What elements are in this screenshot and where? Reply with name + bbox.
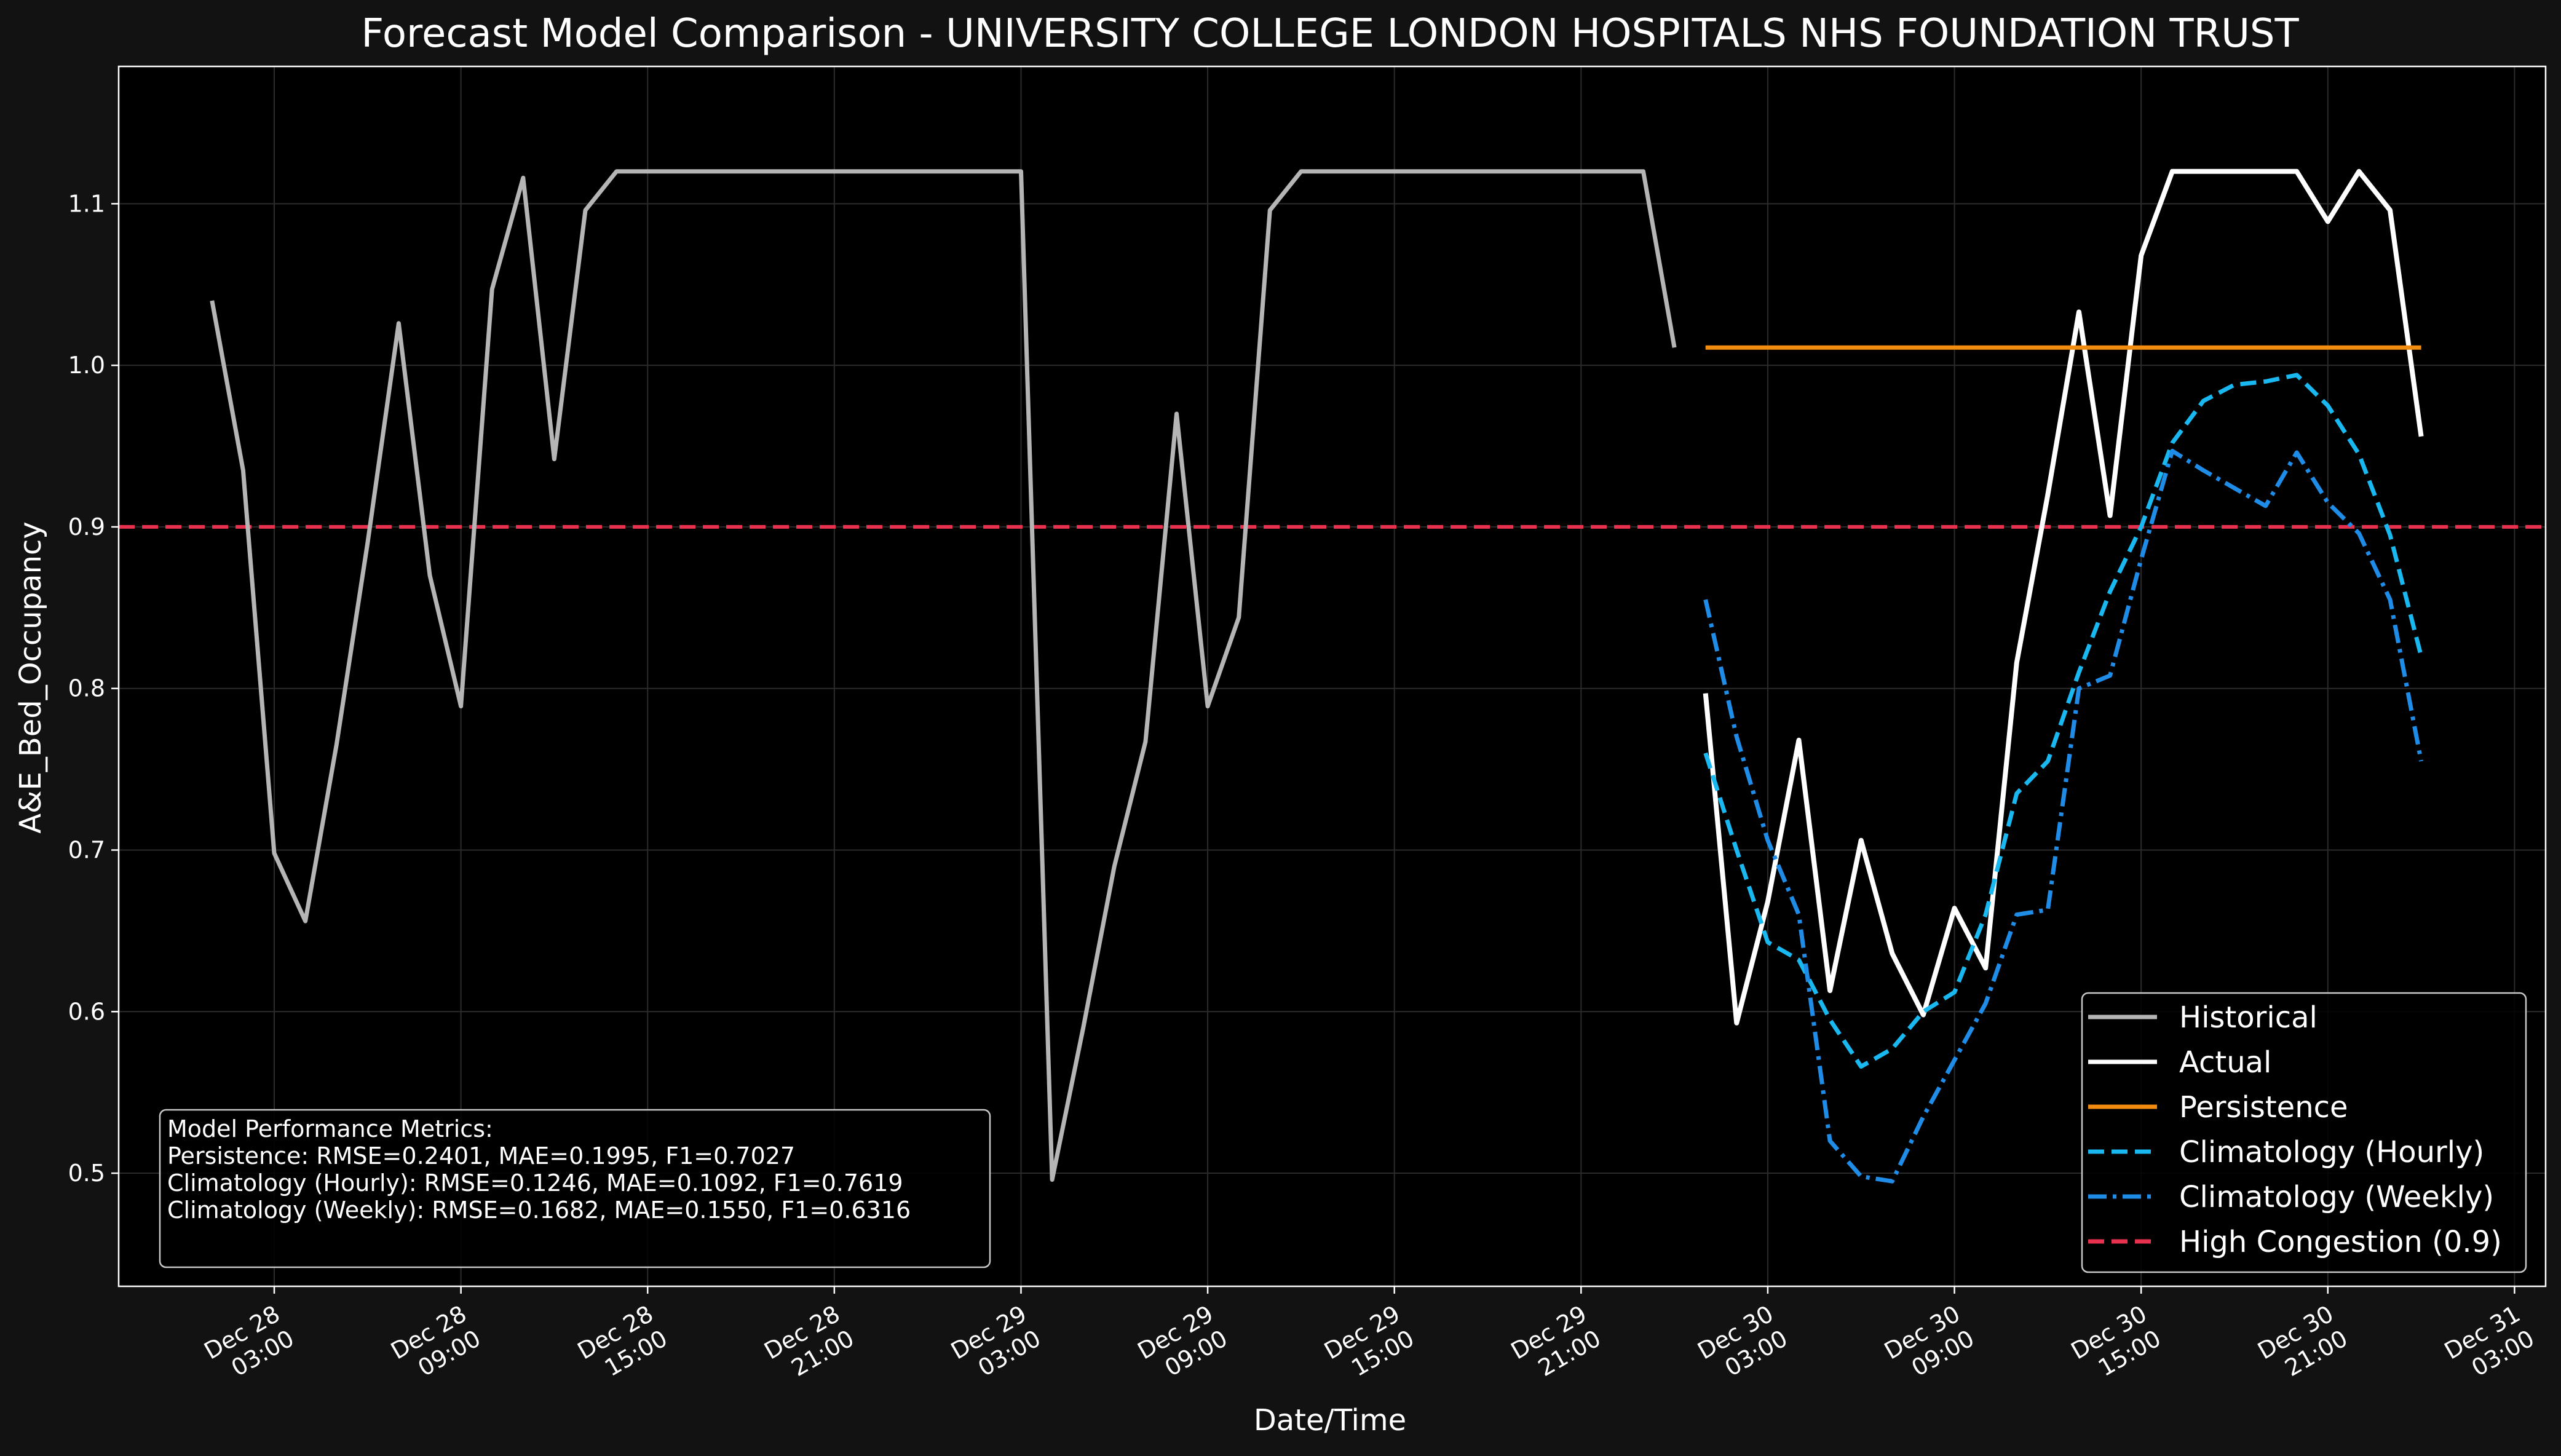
series-line-climatology-hourly	[1703, 373, 2423, 1069]
metrics-line: Climatology (Hourly): RMSE=0.1246, MAE=0…	[167, 1169, 903, 1197]
y-tick-label: 0.6	[68, 998, 105, 1025]
legend-label: High Congestion (0.9)	[2179, 1225, 2502, 1259]
series-line-historical	[210, 169, 1677, 1182]
series-line-actual	[1703, 168, 2424, 1026]
y-tick-label: 0.8	[68, 675, 105, 702]
y-axis-label: A&E_Bed_Occupancy	[14, 521, 48, 834]
y-tick-label: 0.9	[68, 513, 105, 540]
legend-label: Actual	[2179, 1045, 2271, 1080]
metrics-line: Persistence: RMSE=0.2401, MAE=0.1995, F1…	[167, 1142, 795, 1169]
legend-label: Climatology (Hourly)	[2179, 1135, 2484, 1169]
legend-label: Persistence	[2179, 1090, 2348, 1125]
chart-title: Forecast Model Comparison - UNIVERSITY C…	[361, 11, 2299, 57]
y-tick-label: 1.1	[68, 190, 105, 217]
series-line-climatology-weekly	[1703, 448, 2424, 1184]
y-tick-label: 0.5	[68, 1160, 105, 1187]
y-tick-label: 1.0	[68, 352, 105, 379]
legend: Historical Actual Persistence Climatology (…	[2081, 992, 2527, 1273]
legend-label: Historical	[2179, 1000, 2318, 1035]
legend-frame	[2081, 992, 2527, 1273]
metrics-line: Climatology (Weekly): RMSE=0.1682, MAE=0…	[167, 1197, 911, 1224]
plot-frame	[117, 65, 2547, 1288]
metrics-box: Model Performance Metrics:Persistence: R…	[159, 1109, 991, 1268]
metrics-box-frame	[159, 1109, 991, 1268]
legend-label: Climatology (Weekly)	[2179, 1180, 2494, 1214]
y-tick-label: 0.7	[68, 836, 105, 863]
x-axis-label: Date/Time	[1254, 1403, 1406, 1438]
metrics-title: Model Performance Metrics:	[167, 1115, 493, 1142]
